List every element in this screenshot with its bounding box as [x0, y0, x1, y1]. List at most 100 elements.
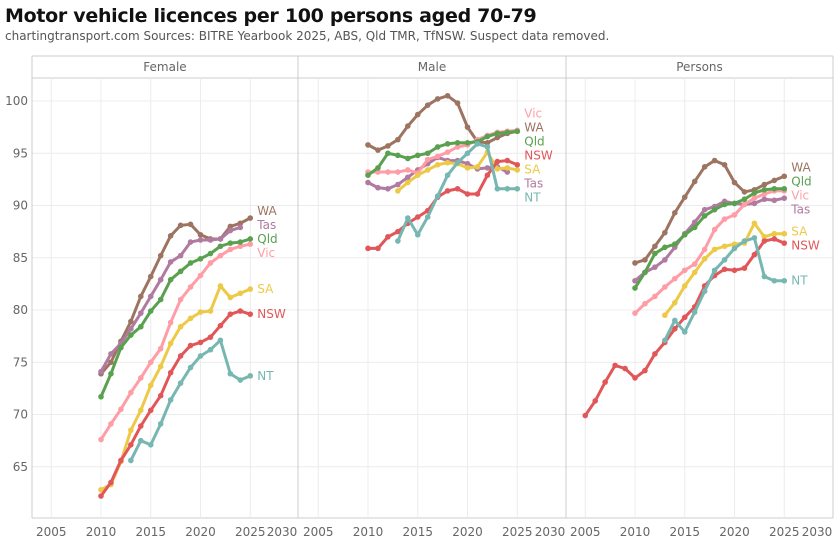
data-point-wa — [652, 243, 658, 250]
data-point-wa — [681, 194, 688, 200]
data-point-sa — [207, 308, 214, 314]
series-label-vic: Vic — [257, 246, 275, 260]
data-point-qld — [157, 296, 164, 303]
data-point-nt — [662, 337, 668, 344]
data-point-wa — [375, 147, 381, 153]
data-point-nsw — [247, 311, 254, 317]
data-point-nsw — [652, 351, 658, 357]
series-label-nsw: NSW — [524, 148, 553, 162]
panel-header: Persons — [676, 60, 723, 74]
data-point-sa — [197, 309, 204, 315]
data-point-qld — [108, 370, 114, 377]
data-point-vic — [405, 167, 411, 173]
data-point-qld — [652, 250, 658, 257]
data-point-sa — [691, 269, 698, 276]
data-point-nsw — [187, 342, 194, 349]
data-point-tas — [761, 196, 768, 203]
data-point-vic — [157, 345, 164, 352]
data-point-nt — [237, 377, 244, 383]
data-point-tas — [138, 310, 144, 316]
data-point-sa — [405, 179, 411, 186]
data-point-wa — [147, 273, 154, 280]
data-point-qld — [227, 240, 234, 246]
data-point-qld — [365, 172, 371, 178]
data-point-nt — [454, 159, 461, 166]
data-point-qld — [424, 150, 431, 157]
data-point-nt — [781, 277, 788, 284]
series-line-wa — [634, 159, 785, 265]
data-point-nt — [701, 288, 708, 294]
data-point-wa — [731, 179, 738, 186]
series-line-nsw — [99, 309, 251, 497]
data-point-qld — [217, 243, 224, 250]
y-tick-label: 75 — [13, 355, 28, 369]
data-point-vic — [642, 300, 648, 307]
data-point-qld — [731, 200, 738, 207]
data-point-nsw — [385, 234, 391, 240]
x-tick-label: 2025 — [235, 525, 266, 539]
data-point-qld — [197, 255, 204, 262]
data-point-sa — [128, 427, 134, 433]
series-label-vic: Vic — [524, 106, 542, 120]
data-point-nsw — [177, 353, 184, 359]
data-point-tas — [157, 276, 164, 283]
data-point-tas — [405, 174, 411, 181]
series-label-sa: SA — [524, 162, 541, 176]
data-point-qld — [177, 268, 184, 275]
series-line-wa — [99, 216, 251, 375]
x-tick-label: 2025 — [769, 525, 800, 539]
data-point-nsw — [147, 407, 154, 414]
data-point-nt — [207, 346, 214, 353]
data-point-qld — [494, 130, 501, 137]
data-point-qld — [741, 196, 748, 203]
data-point-vic — [652, 293, 658, 300]
data-point-nsw — [592, 398, 598, 404]
data-point-tas — [652, 264, 658, 270]
data-point-qld — [632, 285, 638, 291]
data-point-wa — [781, 173, 788, 180]
data-point-wa — [227, 223, 234, 230]
data-point-sa — [395, 188, 401, 194]
data-point-sa — [494, 166, 501, 172]
data-point-wa — [711, 157, 718, 164]
data-point-vic — [632, 310, 638, 316]
data-point-sa — [761, 234, 768, 240]
data-point-qld — [147, 308, 154, 314]
data-point-nt — [444, 172, 451, 178]
data-point-nt — [711, 267, 718, 274]
data-point-nt — [177, 380, 184, 386]
data-point-vic — [217, 252, 224, 259]
data-point-wa — [701, 164, 708, 170]
series-line-qld — [633, 187, 785, 289]
data-point-tas — [751, 200, 758, 207]
data-point-qld — [247, 236, 254, 242]
data-point-nt — [434, 193, 441, 199]
data-point-tas — [464, 160, 471, 167]
data-point-nt — [681, 329, 688, 335]
series-label-tas: Tas — [523, 176, 543, 190]
data-point-tas — [227, 227, 234, 234]
data-point-qld — [701, 213, 708, 219]
data-point-vic — [385, 169, 391, 175]
data-point-nsw — [118, 457, 124, 464]
data-point-nt — [514, 185, 521, 192]
data-point-tas — [98, 368, 104, 375]
data-point-sa — [217, 283, 224, 289]
data-point-vic — [681, 267, 688, 274]
data-point-wa — [662, 229, 668, 236]
x-tick-label: 2015 — [669, 525, 700, 539]
data-point-nsw — [721, 266, 728, 273]
data-point-tas — [167, 259, 174, 265]
data-point-nt — [751, 235, 758, 241]
data-point-nsw — [98, 493, 104, 499]
data-point-nsw — [494, 158, 501, 165]
data-point-nsw — [197, 339, 204, 346]
data-point-wa — [138, 293, 144, 300]
data-point-nt — [414, 231, 421, 238]
data-point-nsw — [464, 191, 471, 197]
data-point-vic — [761, 191, 768, 197]
y-tick-label: 85 — [13, 251, 28, 265]
data-point-nsw — [237, 308, 244, 314]
series-label-nsw: NSW — [257, 307, 286, 321]
data-point-tas — [395, 181, 401, 188]
